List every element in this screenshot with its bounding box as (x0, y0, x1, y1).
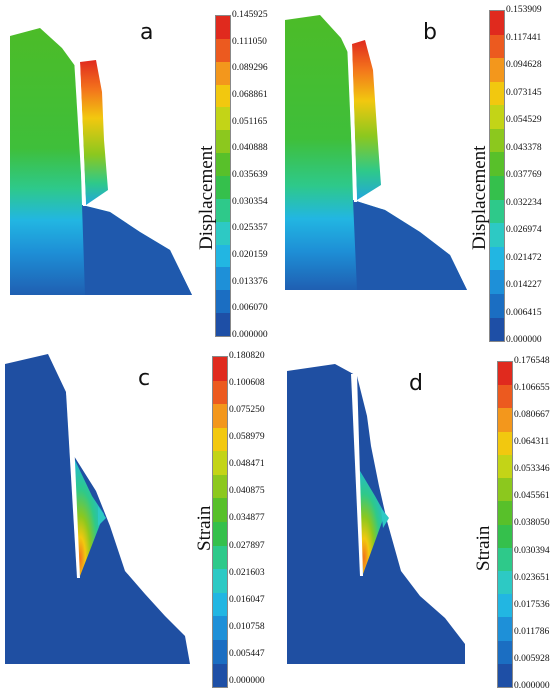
tick-label: 0.111050 (232, 36, 267, 47)
tick-label: 0.027897 (229, 540, 265, 551)
tick-label: 0.011786 (514, 626, 550, 637)
panel-label: a (140, 20, 154, 45)
color-bar-ticks: 0.176548 0.106655 0.080667 0.064311 0.05… (514, 356, 550, 691)
color-bar (215, 15, 231, 337)
tick-label: 0.037769 (506, 170, 542, 180)
tick-label: 0.040875 (229, 486, 265, 497)
strain-contour-plot (5, 354, 190, 664)
tick-label: 0.035639 (232, 169, 268, 180)
tick-label: 0.058979 (229, 432, 265, 443)
tick-label: 0.073145 (506, 87, 542, 98)
displacement-contour-plot (285, 15, 467, 290)
color-bar (212, 356, 228, 688)
tick-label: 0.106655 (514, 383, 550, 394)
tick-label: 0.006070 (232, 303, 268, 314)
tick-label: 0.030354 (232, 196, 268, 207)
tick-label: 0.064311 (514, 437, 550, 448)
tick-label: 0.006415 (506, 307, 542, 318)
tick-label: 0.021603 (229, 567, 265, 578)
tick-label: 0.025357 (232, 223, 268, 234)
tick-label: 0.023651 (514, 572, 550, 583)
tick-label: 0.021472 (506, 252, 542, 263)
tick-label: 0.030394 (514, 545, 550, 556)
tick-label: 0.075250 (229, 405, 265, 416)
color-bar (497, 361, 513, 688)
tick-label: 0.176548 (514, 356, 550, 366)
color-bar (489, 10, 505, 342)
tick-label: 0.034877 (229, 513, 265, 524)
tick-label: 0.043378 (506, 142, 542, 153)
tick-label: 0.051165 (232, 116, 268, 127)
tick-label: 0.005928 (514, 653, 550, 664)
color-bar-title: Strain (473, 525, 494, 571)
color-bar-title: Displacement (469, 145, 490, 250)
tick-label: 0.005447 (229, 648, 265, 659)
tick-label: 0.153909 (506, 5, 542, 15)
tick-label: 0.020159 (232, 249, 268, 260)
color-bar-ticks: 0.180820 0.100608 0.075250 0.058979 0.04… (229, 351, 265, 686)
panel-d: d 0.176548 0.106655 0.080667 0.064311 0.… (275, 346, 550, 692)
tick-label: 0.010758 (229, 621, 265, 632)
panel-b: b 0.153909 0.117441 0.094628 0.073145 0.… (275, 0, 550, 346)
tick-label: 0.048471 (229, 459, 265, 470)
tick-label: 0.016047 (229, 594, 265, 605)
tick-label: 0.100608 (229, 378, 265, 389)
tick-label: 0.040888 (232, 143, 268, 154)
tick-label: 0.026974 (506, 225, 542, 235)
displacement-contour-plot (10, 28, 192, 295)
panel-c: c 0.180820 0.100608 0.075250 0.058979 0.… (0, 346, 275, 692)
tick-label: 0.032234 (506, 197, 542, 208)
tick-label: 0.000000 (514, 680, 550, 691)
color-bar-ticks: 0.153909 0.117441 0.094628 0.073145 0.05… (506, 5, 542, 345)
tick-label: 0.145925 (232, 10, 268, 20)
tick-label: 0.000000 (229, 675, 265, 686)
tick-label: 0.045561 (514, 491, 550, 502)
color-bar-title: Displacement (196, 145, 217, 250)
color-bar-title: Strain (194, 505, 215, 551)
tick-label: 0.089296 (232, 63, 268, 74)
tick-label: 0.094628 (506, 60, 542, 70)
panel-a: a 0.145925 0.111050 0.089296 0.068861 0.… (0, 0, 275, 346)
panel-label: c (138, 366, 151, 391)
tick-label: 0.038050 (514, 518, 550, 529)
tick-label: 0.017536 (514, 599, 550, 610)
tick-label: 0.068861 (232, 89, 268, 100)
strain-contour-plot (287, 364, 465, 664)
tick-label: 0.000000 (506, 335, 542, 345)
tick-label: 0.013376 (232, 276, 268, 287)
tick-label: 0.180820 (229, 351, 265, 361)
panel-label: d (409, 371, 423, 396)
tick-label: 0.080667 (514, 410, 550, 421)
tick-label: 0.117441 (506, 32, 542, 43)
tick-label: 0.000000 (232, 329, 268, 340)
tick-label: 0.014227 (506, 280, 542, 290)
color-bar-ticks: 0.145925 0.111050 0.089296 0.068861 0.05… (232, 10, 268, 340)
panel-label: b (423, 20, 437, 45)
tick-label: 0.053346 (514, 464, 550, 475)
tick-label: 0.054529 (506, 115, 542, 125)
